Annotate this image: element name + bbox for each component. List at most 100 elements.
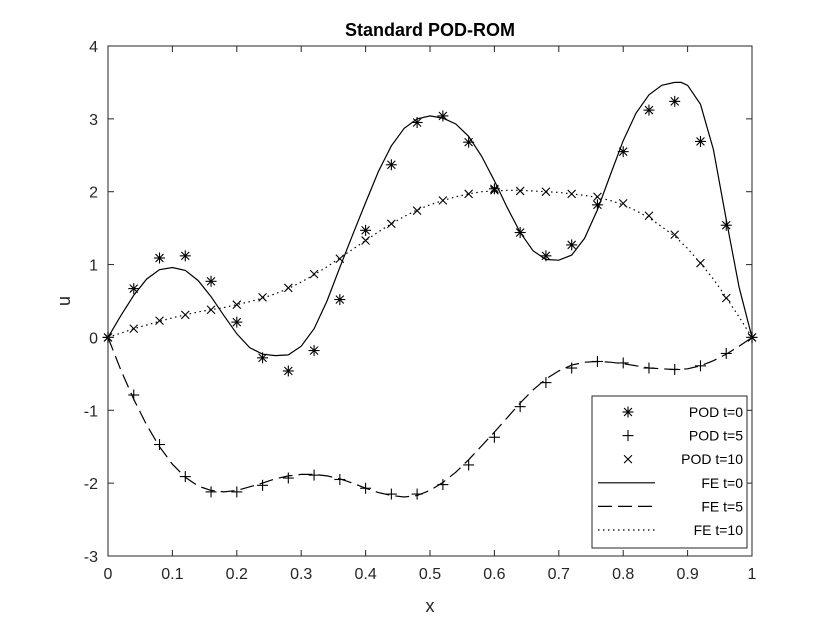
series-line-fe-t-5 — [107, 336, 753, 498]
marker-pod-t-0 — [617, 146, 629, 158]
marker-pod-t-10 — [129, 324, 139, 334]
y-tick-label: 4 — [89, 39, 98, 56]
x-axis-label: x — [426, 596, 435, 616]
marker-pod-t-5 — [154, 439, 166, 451]
marker-pod-t-5 — [128, 389, 140, 401]
legend-item-fe-t-10: FE t=10 — [598, 522, 743, 538]
marker-pod-t-0 — [334, 294, 346, 306]
marker-pod-t-5 — [643, 362, 655, 374]
x-tick-label: 0.3 — [290, 566, 312, 583]
marker-pod-t-10 — [387, 219, 396, 229]
x-tick-label: 0.2 — [226, 566, 248, 583]
marker-pod-t-10 — [180, 310, 190, 320]
marker-pod-t-5 — [411, 488, 423, 500]
y-tick-label: 1 — [89, 258, 98, 275]
legend-item-pod-t-0: POD t=0 — [622, 404, 743, 420]
marker-pod-t-10 — [644, 211, 654, 221]
marker-pod-t-0 — [514, 227, 526, 239]
marker-pod-t-5 — [437, 479, 449, 491]
marker-pod-t-5 — [514, 401, 526, 413]
marker-pod-t-0 — [694, 135, 706, 147]
marker-pod-t-0 — [643, 104, 655, 116]
marker-pod-t-10 — [541, 187, 551, 197]
marker-pod-t-0 — [720, 219, 732, 231]
marker-pod-t-0 — [205, 275, 217, 287]
marker-pod-t-0 — [231, 316, 243, 328]
legend-marker-pod-t-0 — [622, 406, 634, 418]
y-tick-label: -3 — [84, 549, 98, 566]
legend-label: FE t=10 — [694, 522, 744, 538]
marker-pod-t-10 — [721, 293, 731, 303]
legend-box — [591, 395, 748, 549]
marker-pod-t-0 — [128, 283, 140, 295]
marker-pod-t-0 — [282, 365, 294, 377]
marker-pod-t-5 — [694, 360, 706, 372]
marker-pod-t-5 — [334, 474, 346, 485]
marker-pod-t-10 — [155, 316, 164, 326]
marker-pod-t-10 — [361, 236, 370, 245]
marker-pod-t-0 — [540, 250, 552, 262]
x-tick-label: 0.5 — [419, 566, 441, 583]
marker-pod-t-5 — [488, 431, 500, 443]
series-lines — [107, 81, 753, 498]
marker-pod-t-0 — [463, 136, 475, 148]
marker-pod-t-10 — [335, 254, 345, 264]
y-tick-label: 0 — [89, 330, 98, 347]
x-tick-label: 0.7 — [548, 566, 570, 583]
marker-pod-t-10 — [696, 258, 705, 268]
marker-pod-t-10 — [670, 230, 680, 240]
x-tick-label: 0.9 — [676, 566, 698, 583]
marker-pod-t-5 — [179, 471, 191, 483]
series-line-fe-t-0 — [107, 81, 753, 357]
marker-pod-t-5 — [205, 486, 217, 498]
marker-pod-t-10 — [258, 293, 267, 302]
series-line-fe-t-10 — [107, 189, 753, 338]
marker-pod-t-10 — [283, 283, 293, 293]
marker-pod-t-5 — [360, 482, 372, 494]
legend: POD t=0 POD t=5 POD t=10 FE t=0 FE t=5 FE t=1… — [591, 395, 748, 549]
x-tick-label: 0 — [104, 566, 113, 583]
marker-pod-t-10 — [412, 206, 422, 216]
marker-pod-t-0 — [385, 159, 397, 171]
marker-pod-t-5 — [385, 488, 397, 500]
x-tick-label: 0.8 — [612, 566, 634, 583]
marker-pod-t-5 — [566, 362, 578, 374]
marker-pod-t-5 — [720, 347, 732, 359]
x-tick-label: 0.4 — [354, 566, 376, 583]
marker-pod-t-10 — [206, 305, 216, 315]
legend-marker-pod-t-10 — [623, 454, 633, 464]
marker-pod-t-0 — [257, 352, 269, 364]
legend-item-pod-t-10: POD t=10 — [623, 451, 743, 467]
legend-item-fe-t-0: FE t=0 — [598, 475, 743, 491]
marker-pod-t-0 — [669, 95, 681, 107]
marker-pod-t-0 — [437, 110, 449, 122]
x-tick-label: 1 — [748, 566, 757, 583]
x-tick-label: 0.6 — [483, 566, 505, 583]
marker-pod-t-0 — [360, 224, 372, 236]
legend-label: FE t=0 — [701, 475, 743, 491]
marker-pod-t-5 — [257, 479, 269, 491]
marker-pod-t-0 — [154, 252, 166, 264]
marker-pod-t-0 — [591, 199, 603, 211]
marker-pod-t-5 — [282, 472, 294, 484]
marker-pod-t-5 — [591, 355, 603, 367]
marker-pod-t-10 — [309, 269, 319, 279]
y-tick-label: -1 — [84, 403, 98, 420]
legend-marker-pod-t-5 — [622, 430, 634, 442]
legend-label: POD t=5 — [689, 428, 743, 444]
marker-pod-t-5 — [463, 459, 475, 471]
marker-pod-t-5 — [540, 377, 552, 389]
y-axis-ticks: -3 -2 -1 0 1 2 3 4 — [84, 39, 752, 566]
marker-pod-t-0 — [488, 183, 500, 195]
marker-pod-t-10 — [593, 192, 602, 202]
marker-pod-t-5 — [617, 357, 629, 369]
marker-pod-t-10 — [567, 189, 577, 199]
marker-pod-t-10 — [618, 199, 628, 208]
marker-pod-t-0 — [411, 117, 423, 128]
y-tick-label: 2 — [89, 185, 98, 202]
marker-pod-t-10 — [490, 185, 499, 195]
marker-pod-t-0 — [179, 250, 191, 262]
chart-title: Standard POD-ROM — [345, 20, 515, 40]
marker-pod-t-0 — [566, 239, 578, 251]
